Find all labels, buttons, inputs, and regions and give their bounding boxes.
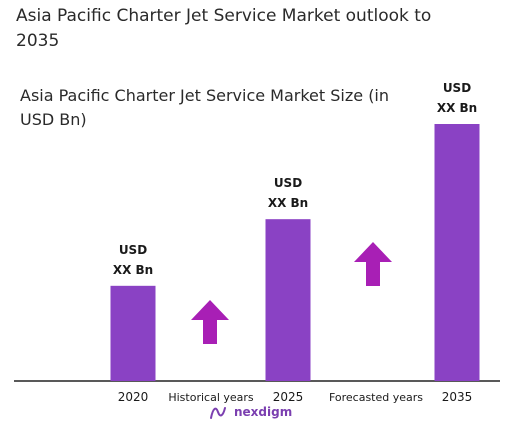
brand-name: nexdigm [234, 405, 293, 419]
bar-value-label-currency: USD [274, 176, 302, 190]
period-label: Forecasted years [329, 391, 423, 404]
bar-value-label-currency: USD [443, 81, 471, 95]
bar-2035 [434, 124, 480, 381]
bar-value-label-currency: USD [119, 243, 147, 257]
trend-up-arrow-icon [354, 242, 392, 286]
bar-2020 [110, 285, 156, 381]
bar-2025 [265, 219, 311, 381]
x-tick-label: 2025 [273, 390, 304, 404]
bar-value-label-amount: XX Bn [437, 101, 477, 115]
x-tick-label: 2035 [442, 390, 473, 404]
brand-logo: nexdigm [209, 404, 292, 420]
period-label: Historical years [168, 391, 254, 404]
x-tick-label: 2020 [118, 390, 149, 404]
bar-value-label-amount: XX Bn [268, 196, 308, 210]
chart-title: Asia Pacific Charter Jet Service Market … [16, 6, 432, 51]
trend-up-arrow-icon [191, 300, 229, 344]
chart-subtitle: Asia Pacific Charter Jet Service Market … [20, 86, 390, 129]
nexdigm-logo-icon [210, 407, 226, 419]
bar-value-label-amount: XX Bn [113, 263, 153, 277]
